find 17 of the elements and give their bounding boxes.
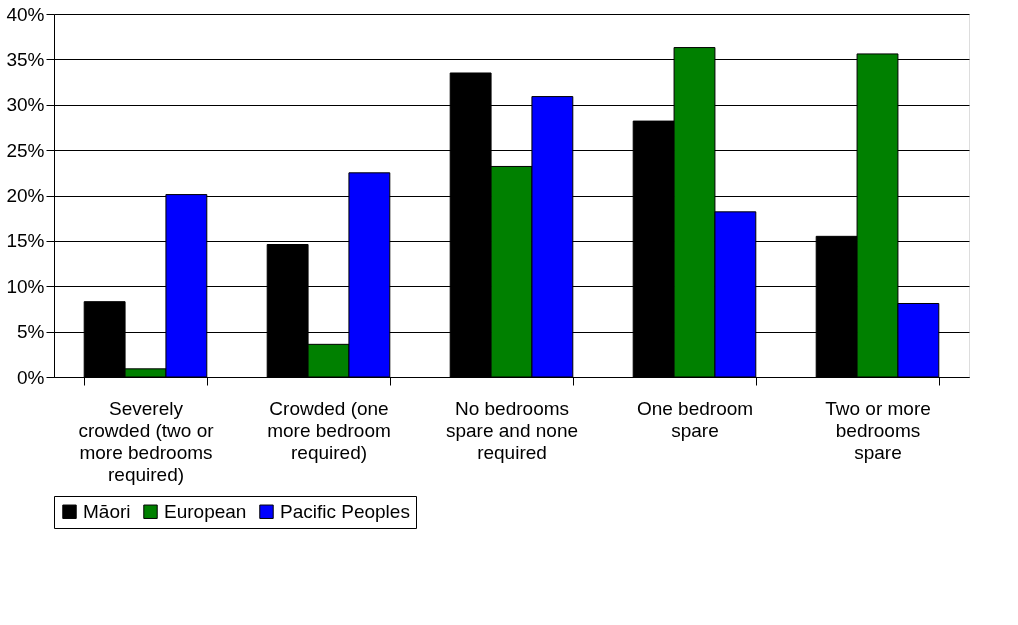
x-tick-label: Two or more bedrooms spare (825, 397, 931, 463)
y-tick-label: 20% (6, 185, 45, 206)
y-tick-label: 25% (6, 139, 45, 161)
x-tick-label: One bedroom spare (636, 397, 754, 441)
y-tick-label: 0% (17, 366, 45, 388)
legend-label: Māori (83, 500, 131, 522)
x-tick-label: Severely crowded (two or more bedrooms required) (78, 397, 215, 485)
legend-label: European (164, 500, 247, 522)
x-tick-label: Crowded (one more bedroom required) (267, 397, 391, 463)
y-tick-label: 40% (6, 3, 45, 25)
y-tick-label: 15% (6, 230, 45, 252)
y-tick-label: 5% (17, 321, 45, 343)
x-tick-label: No bedrooms spare and none required (445, 397, 579, 463)
y-tick-label: 30% (6, 94, 45, 116)
y-tick-label: 10% (6, 275, 45, 297)
y-tick-label: 35% (6, 48, 45, 70)
legend-label: Pacific Peoples (280, 500, 410, 522)
